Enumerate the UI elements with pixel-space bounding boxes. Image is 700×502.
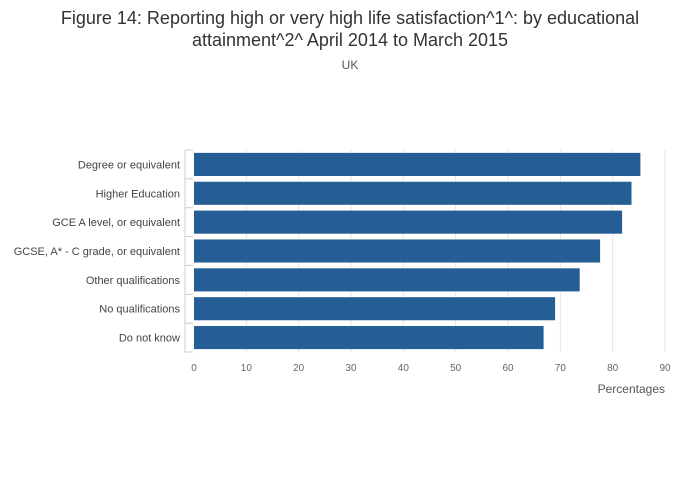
x-tick-label: 70 bbox=[555, 363, 567, 374]
bar bbox=[194, 326, 544, 350]
x-tick-label: 40 bbox=[398, 363, 410, 374]
category-label: Higher Education bbox=[96, 188, 180, 200]
bars-group bbox=[194, 152, 641, 350]
bar bbox=[194, 181, 632, 205]
x-tick-label: 80 bbox=[607, 363, 619, 374]
category-label: Other qualifications bbox=[86, 275, 181, 287]
bar bbox=[194, 239, 601, 263]
category-label: Do not know bbox=[119, 333, 180, 345]
category-axis: Degree or equivalent Higher Education GCE … bbox=[14, 149, 193, 353]
bar bbox=[194, 268, 580, 292]
x-tick-label: 90 bbox=[659, 363, 671, 374]
x-tick-label: 60 bbox=[502, 363, 514, 374]
x-tick-label: 20 bbox=[293, 363, 305, 374]
value-axis: 0 10 20 30 40 50 60 70 80 90 bbox=[191, 363, 671, 374]
bar bbox=[194, 152, 641, 176]
category-label: GCSE, A* - C grade, or equivalent bbox=[14, 246, 180, 258]
category-label: GCE A level, or equivalent bbox=[52, 217, 180, 229]
x-tick-label: 10 bbox=[241, 363, 253, 374]
bar bbox=[194, 297, 556, 321]
category-label: No qualifications bbox=[99, 304, 180, 316]
x-axis-title: Percentages bbox=[598, 382, 665, 396]
category-label: Degree or equivalent bbox=[78, 159, 180, 171]
bar bbox=[194, 210, 623, 234]
chart-title-line-2: attainment^2^ April 2014 to March 2015 bbox=[192, 30, 508, 50]
chart-subtitle: UK bbox=[342, 58, 359, 72]
chart-title-line-1: Figure 14: Reporting high or very high l… bbox=[61, 8, 639, 28]
x-tick-label: 50 bbox=[450, 363, 462, 374]
x-tick-label: 0 bbox=[191, 363, 197, 374]
x-tick-label: 30 bbox=[345, 363, 357, 374]
